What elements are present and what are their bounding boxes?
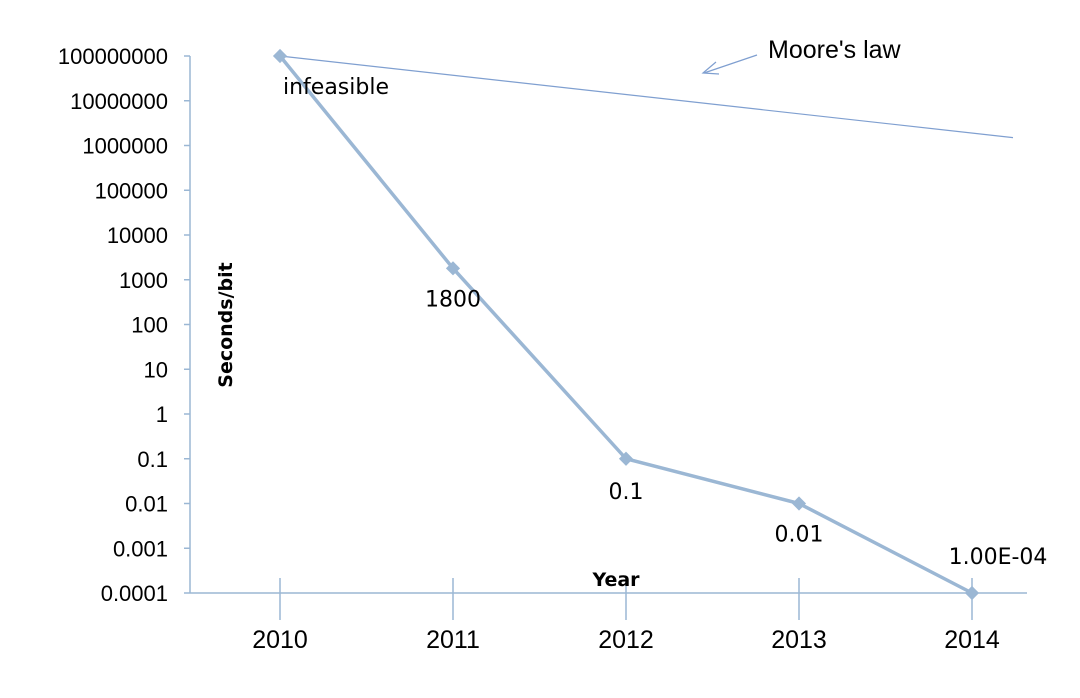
x-tick-label: 2012	[598, 626, 654, 654]
y-tick-label: 10	[144, 357, 168, 382]
y-tick-label: 100	[131, 313, 168, 338]
data-point-marker	[791, 496, 807, 511]
y-tick-label: 0.1	[137, 447, 168, 472]
moores-law-label: Moore's law	[768, 36, 902, 64]
data-labels: infeasible 1800 0.1 0.01 1.00E-04	[283, 75, 1047, 570]
y-tick-label: 0.01	[125, 492, 168, 517]
moores-law-line	[279, 55, 1014, 139]
x-tick-label: 2011	[426, 626, 480, 654]
x-axis-title: Year	[591, 569, 640, 591]
data-point-marker	[964, 585, 980, 601]
annotation-arrow-line	[703, 54, 758, 74]
y-tick-label: 1000000	[82, 134, 168, 159]
x-tick-label: 2014	[944, 626, 1000, 654]
x-axis-ticks: 2010 2011 2012 2013 2014	[252, 578, 1000, 654]
y-axis-ticks: 100000000 10000000 1000000 100000 10000 1000 1…	[58, 44, 190, 606]
data-point-marker	[618, 451, 634, 466]
data-label: 1800	[425, 287, 481, 312]
data-label: infeasible	[283, 75, 389, 100]
x-tick-label: 2010	[252, 626, 308, 654]
data-point-marker	[272, 48, 288, 64]
data-label: 1.00E-04	[949, 545, 1048, 570]
y-tick-label: 0.001	[113, 536, 168, 561]
x-tick-label: 2013	[771, 626, 827, 654]
y-tick-label: 0.0001	[101, 581, 168, 606]
series-line	[278, 54, 973, 595]
data-label: 0.1	[609, 480, 644, 505]
y-axis-title: Seconds/bit	[215, 262, 237, 387]
moores-law-trend: Moore's law	[279, 36, 1014, 139]
data-point-marker	[445, 261, 461, 276]
y-tick-label: 100000	[95, 178, 168, 203]
data-label: 0.01	[775, 523, 824, 548]
arrow-head-icon	[701, 61, 720, 75]
y-tick-label: 1	[156, 402, 168, 427]
y-tick-label: 10000	[107, 223, 168, 248]
y-tick-label: 100000000	[58, 44, 168, 69]
y-tick-label: 10000000	[70, 89, 168, 114]
series-group	[272, 48, 980, 601]
y-tick-label: 1000	[119, 268, 168, 293]
